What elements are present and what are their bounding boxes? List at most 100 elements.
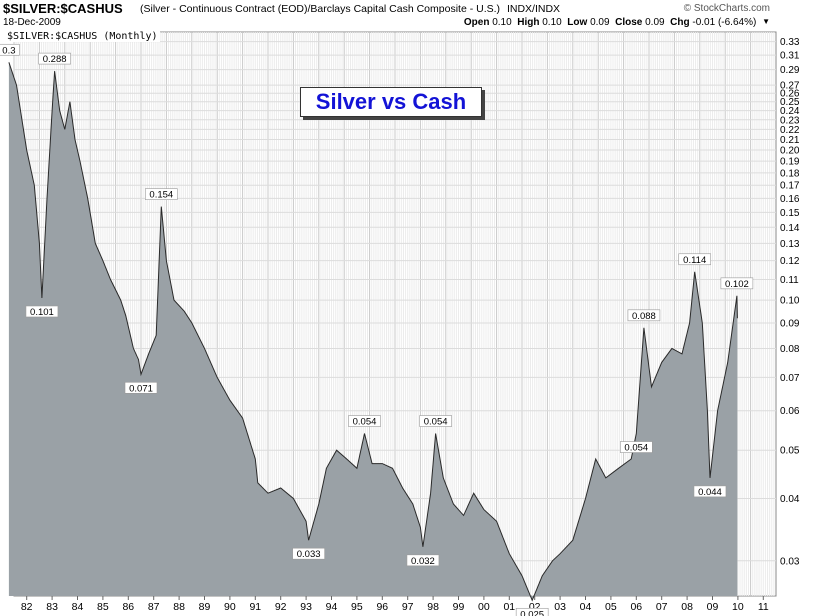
- x-tick-label: 97: [402, 601, 414, 613]
- y-tick-label: 0.24: [780, 106, 800, 117]
- x-tick-label: 01: [503, 601, 515, 613]
- x-tick-label: 99: [453, 601, 465, 613]
- open-value: 0.10: [492, 17, 512, 28]
- chart-canvas: 0.33 0.31 0.29 0.270.260.250.240.230.220.21…: [0, 31, 800, 616]
- x-tick-label: 92: [275, 601, 287, 613]
- annotation-label: 0.054: [424, 417, 448, 428]
- y-tick-label: 0.25: [780, 97, 800, 108]
- y-tick-label: 0.16: [780, 194, 800, 205]
- y-tick-label: 0.08: [780, 344, 800, 355]
- annotation-box: [292, 547, 325, 560]
- chart-header: $SILVER:$CASHUS (Silver - Continuous Con…: [0, 0, 816, 30]
- y-tick-label: 0.33: [780, 37, 800, 48]
- x-tick-label: 90: [224, 601, 236, 613]
- y-tick-label: 0.17: [780, 181, 800, 192]
- y-tick-label: 0.03: [780, 556, 800, 567]
- chart-date: 18-Dec-2009: [3, 17, 61, 28]
- symbol-title: $SILVER:$CASHUS: [3, 1, 123, 16]
- y-tick-label: 0.06: [780, 406, 800, 417]
- x-tick-label: 82: [21, 601, 33, 613]
- x-tick-label: 02: [529, 601, 541, 613]
- x-tick-label: 83: [46, 601, 58, 613]
- annotation-label: 0.088: [632, 311, 656, 322]
- x-tick-label: 89: [199, 601, 211, 613]
- low-label: Low: [567, 17, 588, 28]
- annotation-label: 0.054: [353, 417, 377, 428]
- chg-value: -0.01 (-6.64%): [692, 17, 757, 28]
- x-tick-label: 98: [427, 601, 439, 613]
- y-tick-label: 0.12: [780, 256, 800, 267]
- y-tick-label: 0.31: [780, 51, 800, 62]
- annotation-box: [619, 441, 653, 453]
- annotation-box: [627, 309, 661, 322]
- annotation-box: [0, 43, 20, 56]
- y-tick-label: 0.29: [780, 65, 800, 76]
- chg-label: Chg: [670, 17, 690, 28]
- annotation-label: 0.102: [725, 279, 749, 290]
- annotation-box: [25, 305, 59, 318]
- description-text: (Silver - Continuous Contract (EOD)/Barc…: [140, 3, 501, 15]
- x-tick-label: 05: [605, 601, 617, 613]
- annotation-label: 0.101: [30, 307, 54, 318]
- silver-cash-area: [8, 62, 738, 601]
- y-tick-label: 0.23: [780, 115, 800, 126]
- x-tick-label: 94: [326, 601, 338, 613]
- y-tick-label: 0.26: [780, 89, 800, 100]
- high-label: High: [517, 17, 540, 28]
- y-tick-label: 0.19: [780, 157, 800, 168]
- chevron-down-icon[interactable]: ▼: [762, 17, 770, 26]
- annotation-label: 0.025: [520, 609, 544, 616]
- y-tick-label: 0.14: [780, 223, 800, 234]
- symbol-description: (Silver - Continuous Contract (EOD)/Barc…: [140, 3, 560, 15]
- y-tick-label: 0.10: [780, 296, 800, 307]
- x-tick-label: 11: [758, 601, 769, 613]
- annotation-box: [419, 415, 452, 427]
- y-tick-label: 0.22: [780, 125, 800, 136]
- y-tick-label: 0.27: [780, 81, 800, 92]
- annotation-box: [38, 52, 71, 65]
- annotation-label: 0.288: [43, 54, 67, 65]
- y-tick-label: 0.11: [780, 275, 799, 286]
- y-tick-label: 0.04: [780, 494, 800, 505]
- x-tick-label: 00: [478, 601, 490, 613]
- x-tick-label: 88: [173, 601, 185, 613]
- annotation-label: 0.154: [149, 190, 173, 201]
- annotation-box: [406, 554, 440, 567]
- x-tick-label: 93: [300, 601, 312, 613]
- x-tick-label: 08: [681, 601, 693, 613]
- x-tick-label: 04: [580, 601, 592, 613]
- close-label: Close: [615, 17, 643, 28]
- x-tick-label: 10: [732, 601, 744, 613]
- annotation-label: 0.3: [2, 45, 15, 56]
- annotation-label: 0.033: [297, 549, 321, 560]
- annotation-label: 0.044: [698, 487, 722, 498]
- exchange-text: INDX/INDX: [506, 3, 561, 15]
- annotation-box: [348, 415, 381, 427]
- y-tick-label: 0.07: [780, 373, 800, 384]
- brand-watermark[interactable]: © StockCharts.com: [683, 3, 770, 14]
- y-tick-label: 0.05: [780, 446, 800, 457]
- y-tick-label: 0.18: [780, 168, 800, 179]
- annotation-box: [693, 485, 727, 498]
- y-tick-label: 0.09: [780, 318, 800, 329]
- x-tick-label: 86: [122, 601, 134, 613]
- x-tick-label: 03: [554, 601, 566, 613]
- x-tick-label: 06: [630, 601, 642, 613]
- annotation-box: [145, 188, 178, 200]
- low-value: 0.09: [590, 17, 610, 28]
- x-tick-label: 91: [249, 601, 261, 613]
- x-tick-label: 95: [351, 601, 363, 613]
- open-label: Open: [463, 17, 490, 28]
- series-label: $SILVER:$CASHUS (Monthly): [5, 31, 160, 42]
- chart-title-banner: Silver vs Cash: [300, 87, 482, 117]
- annotation-box: [124, 381, 158, 394]
- annotation-box: [720, 277, 754, 290]
- y-tick-label: 0.15: [780, 208, 800, 219]
- y-tick-label: 0.21: [780, 135, 800, 146]
- annotation-label: 0.071: [129, 383, 153, 394]
- high-value: 0.10: [542, 17, 562, 28]
- x-tick-label: 84: [72, 601, 84, 613]
- x-tick-label: 09: [707, 601, 719, 613]
- x-tick-label: 87: [148, 601, 160, 613]
- price-stats: Open 0.10 High 0.10 Low 0.09 Close 0.09 …: [464, 17, 770, 28]
